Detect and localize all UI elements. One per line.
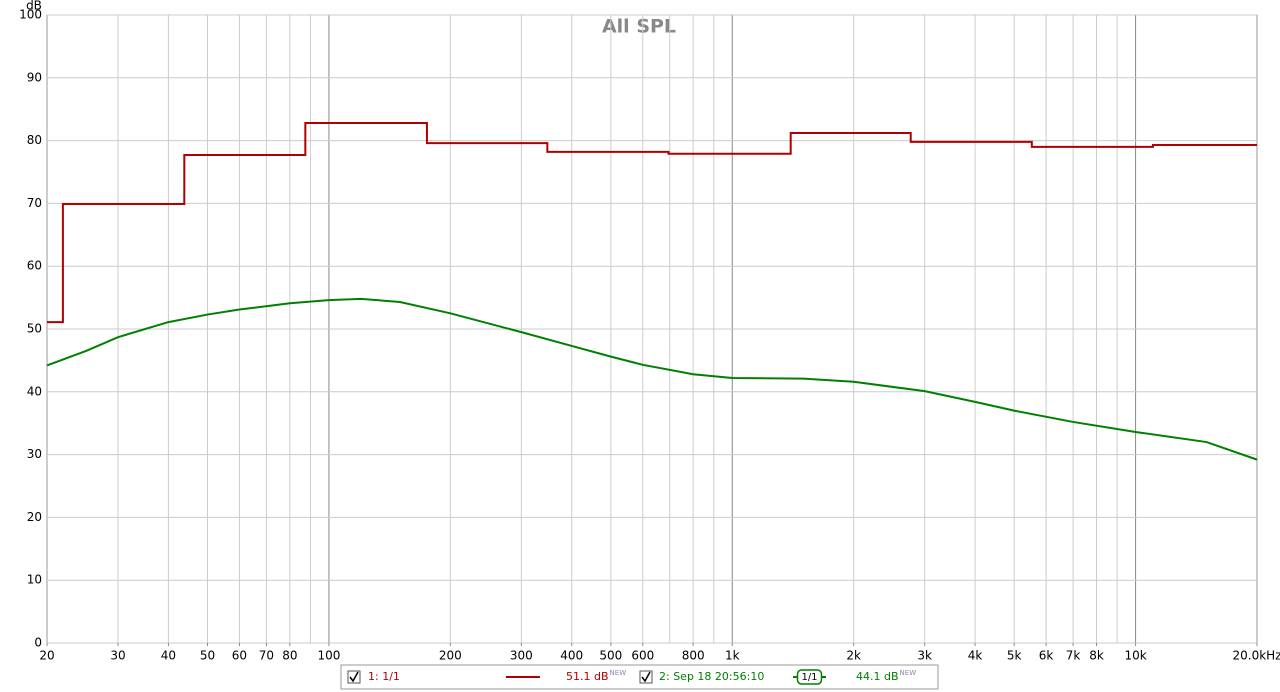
y-tick-label: 10 bbox=[27, 573, 42, 587]
legend-label: 1: 1/1 bbox=[368, 670, 400, 683]
y-tick-label: 100 bbox=[19, 8, 42, 22]
x-tick-label: 400 bbox=[560, 649, 583, 663]
x-tick-label: 50 bbox=[200, 649, 215, 663]
series-line bbox=[46, 297, 1258, 461]
y-tick-label: 90 bbox=[27, 70, 42, 84]
smoothing-label: 1/1 bbox=[801, 672, 817, 683]
x-tick-label: 800 bbox=[682, 649, 705, 663]
x-tick-label: 20.0kHz bbox=[1233, 649, 1280, 663]
y-axis-label: dB bbox=[26, 0, 42, 13]
x-tick-label: 7k bbox=[1066, 649, 1081, 663]
y-tick-label: 30 bbox=[27, 447, 42, 461]
y-tick-label: 50 bbox=[27, 322, 42, 336]
x-tick-label: 70 bbox=[259, 649, 274, 663]
checkmark bbox=[349, 671, 359, 683]
x-tick-label: 80 bbox=[282, 649, 297, 663]
x-tick-label: 600 bbox=[631, 649, 654, 663]
x-tick-label: 5k bbox=[1007, 649, 1022, 663]
y-tick-label: 60 bbox=[27, 259, 42, 273]
y-tick-label: 80 bbox=[27, 133, 42, 147]
checkmark bbox=[641, 671, 651, 683]
x-tick-label: 10k bbox=[1124, 649, 1146, 663]
x-tick-label: 30 bbox=[110, 649, 125, 663]
y-tick-label: 70 bbox=[27, 196, 42, 210]
x-tick-label: 3k bbox=[917, 649, 932, 663]
y-tick-label: 20 bbox=[27, 510, 42, 524]
x-tick-label: 60 bbox=[232, 649, 247, 663]
smoothing-badge bbox=[796, 669, 823, 685]
x-tick-label: 8k bbox=[1089, 649, 1104, 663]
x-tick-label: 40 bbox=[161, 649, 176, 663]
x-tick-label: 1k bbox=[725, 649, 740, 663]
y-tick-label: 0 bbox=[34, 636, 42, 650]
x-tick-label: 300 bbox=[510, 649, 533, 663]
legend-badge: NEW bbox=[610, 669, 627, 677]
legend-label: 2: Sep 18 20:56:10 bbox=[659, 670, 764, 683]
x-tick-label: 20 bbox=[39, 649, 54, 663]
legend-badge: NEW bbox=[900, 669, 917, 677]
x-tick-label: 200 bbox=[439, 649, 462, 663]
legend: 1: 1/1 51.1 dB NEW 2: Sep 18 20:56:10 1/1 44.… bbox=[340, 664, 939, 690]
chart-title: All SPL bbox=[602, 16, 676, 38]
legend-level: 51.1 dB bbox=[566, 670, 609, 683]
grid bbox=[47, 14, 1257, 644]
y-tick-label: 40 bbox=[27, 384, 42, 398]
x-tick-label: 4k bbox=[968, 649, 983, 663]
legend-level: 44.1 dB bbox=[856, 670, 899, 683]
x-tick-label: 6k bbox=[1039, 649, 1054, 663]
x-tick-label: 500 bbox=[599, 649, 622, 663]
legend-box bbox=[340, 664, 939, 690]
x-tick-label: 2k bbox=[846, 649, 861, 663]
series-line bbox=[47, 122, 1257, 324]
x-tick-label: 100 bbox=[317, 649, 340, 663]
